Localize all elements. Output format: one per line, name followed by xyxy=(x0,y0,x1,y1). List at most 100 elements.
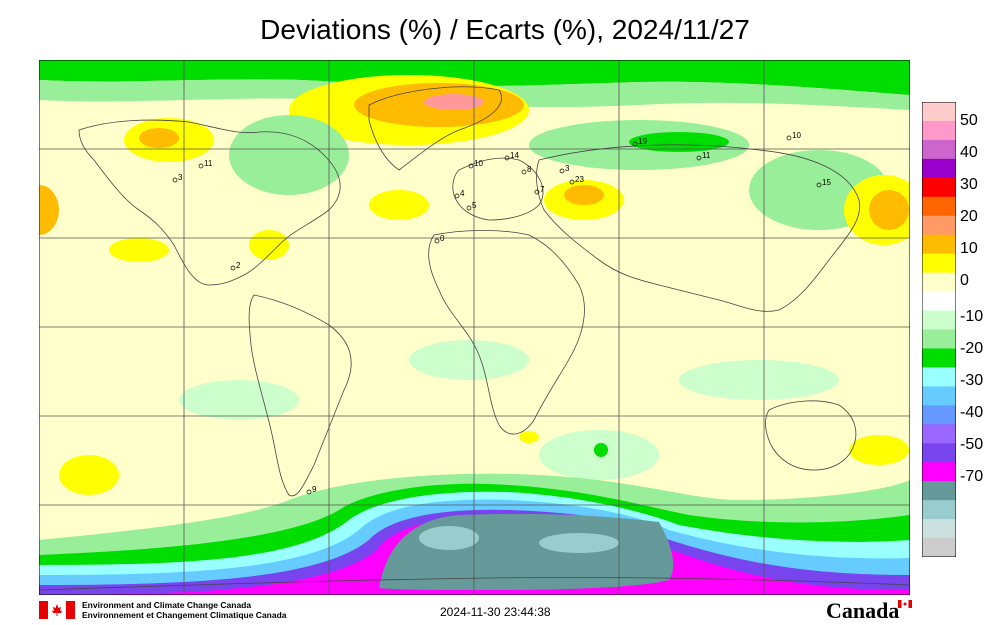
south-yellow-1 xyxy=(59,455,119,495)
nw-canada-orange xyxy=(139,128,179,148)
station-marker: 11 xyxy=(198,159,213,169)
legend-label: -10 xyxy=(960,307,984,325)
legend-swatch xyxy=(922,177,956,198)
station-marker: 10 xyxy=(786,131,801,141)
legend-swatch xyxy=(922,367,956,387)
atlantic-yellow xyxy=(369,190,429,220)
legend-swatch xyxy=(922,102,956,122)
svg-text:7: 7 xyxy=(540,185,545,194)
station-marker: 19 xyxy=(632,137,647,147)
legend-swatch xyxy=(922,196,956,217)
tropical-green-1 xyxy=(409,340,529,380)
footer-organization: Environment and Climate Change Canada En… xyxy=(82,600,287,620)
south-america-coast xyxy=(248,294,352,497)
svg-text:3: 3 xyxy=(178,173,183,182)
south-yellow-3 xyxy=(849,435,909,465)
antarctica-coast xyxy=(39,577,910,591)
svg-text:11: 11 xyxy=(702,151,711,160)
svg-text:19: 19 xyxy=(638,137,647,146)
station-markers: 11 3 2 0 10 14 4 8 7 3 23 5 19 11 10 15 … xyxy=(172,131,831,495)
us-yellow xyxy=(249,230,289,260)
legend-label: -30 xyxy=(960,371,984,389)
legend-label: -50 xyxy=(960,435,984,453)
grid-lines xyxy=(39,60,910,595)
legend-labels: 50 40 30 20 10 0 -10 -20 -30 -40 -50 -70 xyxy=(960,102,1000,572)
legend-label: 0 xyxy=(960,271,969,289)
legend-swatch xyxy=(922,348,956,368)
svg-text:14: 14 xyxy=(510,151,519,160)
svg-text:15: 15 xyxy=(822,178,831,187)
tropical-green-2 xyxy=(679,360,839,400)
africa-coast xyxy=(428,230,585,435)
station-marker: 14 xyxy=(504,151,519,161)
station-marker: 3 xyxy=(559,164,570,174)
station-marker: 0 xyxy=(434,234,445,244)
asia-coast xyxy=(536,144,861,312)
station-marker: 9 xyxy=(306,485,317,495)
station-marker: 5 xyxy=(466,201,477,211)
south-darkgreen-dot xyxy=(594,443,608,457)
org-name-en: Environment and Climate Change Canada xyxy=(82,600,252,610)
legend-swatch xyxy=(922,386,956,406)
legend-swatch xyxy=(922,481,956,501)
station-marker: 4 xyxy=(454,189,465,199)
legend-label: 30 xyxy=(960,175,978,193)
tropical-green-3 xyxy=(179,380,299,420)
legend-swatch xyxy=(922,158,956,179)
wordmark-flag-icon xyxy=(898,600,912,608)
station-marker: 7 xyxy=(534,185,545,195)
station-marker: 2 xyxy=(230,261,241,271)
station-marker: 23 xyxy=(569,175,584,185)
svg-text:4: 4 xyxy=(460,189,465,198)
org-name-fr: Environnement et Changement Climatique C… xyxy=(82,610,287,620)
antarctic-lightteal-2 xyxy=(539,533,619,553)
legend-swatch xyxy=(922,272,956,293)
svg-text:23: 23 xyxy=(575,175,584,184)
legend-label: -20 xyxy=(960,339,984,357)
antarctic-teal xyxy=(379,513,674,590)
svg-text:3: 3 xyxy=(565,164,570,173)
australia-coast xyxy=(765,400,857,471)
antarctic-lightteal-1 xyxy=(419,526,479,550)
legend-swatch xyxy=(922,291,956,312)
pacific-orange-right xyxy=(869,190,909,230)
arctic-green-band xyxy=(39,60,910,95)
north-america-coast xyxy=(78,119,341,286)
svg-text:2: 2 xyxy=(236,261,241,270)
legend-swatch xyxy=(922,443,956,463)
legend-label: 20 xyxy=(960,207,978,225)
station-marker: 10 xyxy=(468,159,483,169)
central-asia-orange xyxy=(564,185,604,205)
legend-label: 10 xyxy=(960,239,978,257)
legend-swatch xyxy=(922,405,956,425)
legend-swatch xyxy=(922,538,956,557)
legend-swatch xyxy=(922,120,956,141)
deviation-map: 11 3 2 0 10 14 4 8 7 3 23 5 19 11 10 15 … xyxy=(39,60,910,595)
station-marker: 15 xyxy=(816,178,831,188)
svg-text:9: 9 xyxy=(312,485,317,494)
legend-swatch xyxy=(922,310,956,330)
station-marker: 11 xyxy=(696,151,711,161)
legend-swatch xyxy=(922,462,956,482)
map-title: Deviations (%) / Ecarts (%), 2024/11/27 xyxy=(260,14,750,45)
legend-label: 50 xyxy=(960,112,978,129)
legend-swatch xyxy=(922,519,956,539)
svg-text:5: 5 xyxy=(472,201,477,210)
legend-label: 40 xyxy=(960,143,978,161)
color-legend xyxy=(922,102,956,557)
generation-timestamp: 2024-11-30 23:44:38 xyxy=(440,605,551,619)
pacific-yellow-left xyxy=(39,185,59,235)
legend-swatch xyxy=(922,215,956,236)
legend-swatch xyxy=(922,500,956,520)
siberia-darkgreen xyxy=(629,132,729,152)
greenland-coast xyxy=(368,86,502,171)
legend-label: -40 xyxy=(960,403,984,421)
svg-text:10: 10 xyxy=(474,159,483,168)
legend-swatch xyxy=(922,253,956,274)
europe-coast xyxy=(452,157,544,221)
legend-swatch xyxy=(922,424,956,444)
canada-wordmark: Canada xyxy=(826,598,900,623)
south-yellow-2 xyxy=(519,431,539,443)
canada-flag-icon xyxy=(39,601,75,619)
mexico-yellow xyxy=(109,238,169,262)
